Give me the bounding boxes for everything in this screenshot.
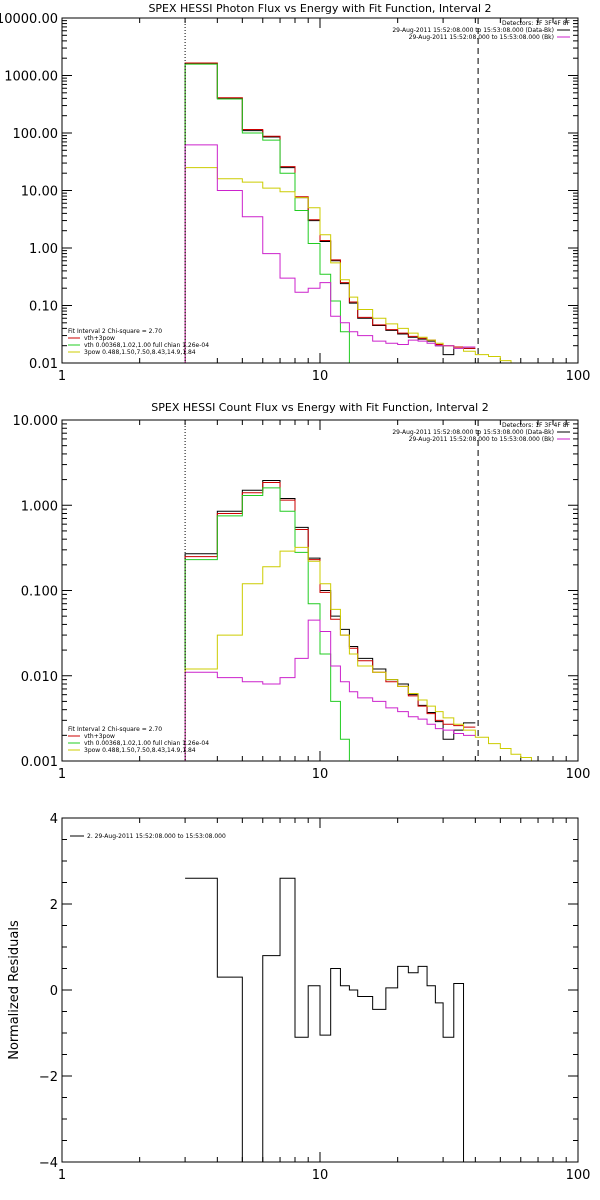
x-tick-label: 10 — [312, 369, 329, 384]
fit-legend-entry: 3pow 0.488,1.50,7.50,8.43,14.9,1.84 — [84, 349, 196, 356]
x-tick-label: 100 — [566, 369, 591, 384]
y-tick-label: 0.10 — [29, 300, 58, 315]
plot-frame — [61, 419, 579, 762]
chart-title: SPEX HESSI Count Flux vs Energy with Fit… — [151, 401, 488, 414]
y-tick-label: 0.001 — [21, 755, 58, 770]
x-tick-label: 1 — [58, 1168, 66, 1183]
y-tick-label: 0.01 — [29, 357, 58, 372]
y-tick-label: 10000.00 — [0, 12, 58, 27]
series-4-line — [184, 546, 542, 761]
y-tick-label: 10.000 — [13, 414, 59, 429]
legend-entry: 29-Aug-2011 15:52:08.000 to 15:53:08.000… — [392, 429, 554, 436]
series-3-line — [184, 63, 350, 363]
fit-legend-entry: vth 0.00368,1.02,1.00 full chian 1.26e-0… — [84, 342, 209, 349]
series-2-line — [184, 62, 476, 363]
y-tick-label: 100.00 — [13, 127, 59, 142]
panel-1: SPEX HESSI Photon Flux vs Energy with Fi… — [0, 2, 590, 384]
series-1-line — [184, 63, 476, 363]
y-tick-label: −4 — [39, 1156, 58, 1171]
y-tick-label: 10.00 — [21, 185, 58, 200]
legend-entry: 29-Aug-2011 15:52:08.000 to 15:53:08.000… — [392, 27, 554, 34]
fit-legend-entry: vth+3pow — [84, 335, 115, 342]
series-5-line — [184, 144, 476, 363]
x-tick-label: 1 — [58, 369, 66, 384]
y-tick-label: 4 — [50, 812, 58, 827]
panel-2: SPEX HESSI Count Flux vs Energy with Fit… — [13, 401, 591, 782]
panel-3: Normalized Residuals 1 10 100 −4 −2 0 2 4 2. 29-A… — [7, 812, 590, 1183]
chart-title: SPEX HESSI Photon Flux vs Energy with Fi… — [148, 2, 491, 15]
x-tick-label: 10 — [312, 1168, 329, 1183]
fit-legend-entry: Fit Interval 2 Chi-square = 2.70 — [68, 328, 162, 335]
y-tick-label: 2 — [50, 898, 58, 913]
series-2-line — [184, 481, 476, 761]
detectors-label: Detectors: 1F 3F 4F 8F — [502, 422, 571, 429]
y-tick-label: 1.000 — [21, 499, 58, 514]
x-tick-label: 10 — [312, 767, 329, 782]
y-tick-label: −2 — [39, 1070, 58, 1085]
fit-legend-entry: Fit Interval 2 Chi-square = 2.70 — [68, 726, 162, 733]
series-5-line — [184, 619, 476, 761]
y-tick-label: 0 — [50, 984, 58, 999]
series-4-line — [184, 167, 521, 363]
x-tick-label: 1 — [58, 767, 66, 782]
plot-frame — [61, 17, 579, 364]
y-tick-label: 1000.00 — [4, 70, 58, 85]
series-3-line — [184, 487, 350, 761]
y-tick-label: 1.00 — [29, 242, 58, 257]
fit-legend-entry: vth 0.00368,1.02,1.00 full chian 1.26e-0… — [84, 740, 209, 747]
fit-legend-entry: vth+3pow — [84, 733, 115, 740]
y-axis-label: Normalized Residuals — [7, 920, 22, 1060]
legend-entry: 29-Aug-2011 15:52:08.000 to 15:53:08.000… — [409, 34, 554, 41]
x-tick-label: 100 — [566, 767, 591, 782]
legend-entry: 2. 29-Aug-2011 15:52:08.000 to 15:53:08.… — [87, 833, 226, 840]
fit-legend-entry: 3pow 0.488,1.50,7.50,8.43,14.9,1.84 — [84, 747, 196, 754]
y-tick-label: 0.100 — [21, 585, 58, 600]
series-1-line — [184, 480, 476, 761]
plot-frame — [61, 817, 579, 1163]
detectors-label: Detectors: 1F 3F 4F 8F — [502, 20, 571, 27]
series-1-line — [185, 877, 465, 1162]
x-tick-label: 100 — [566, 1168, 591, 1183]
y-tick-label: 0.010 — [21, 670, 58, 685]
legend-entry: 29-Aug-2011 15:52:08.000 to 15:53:08.000… — [409, 436, 554, 443]
